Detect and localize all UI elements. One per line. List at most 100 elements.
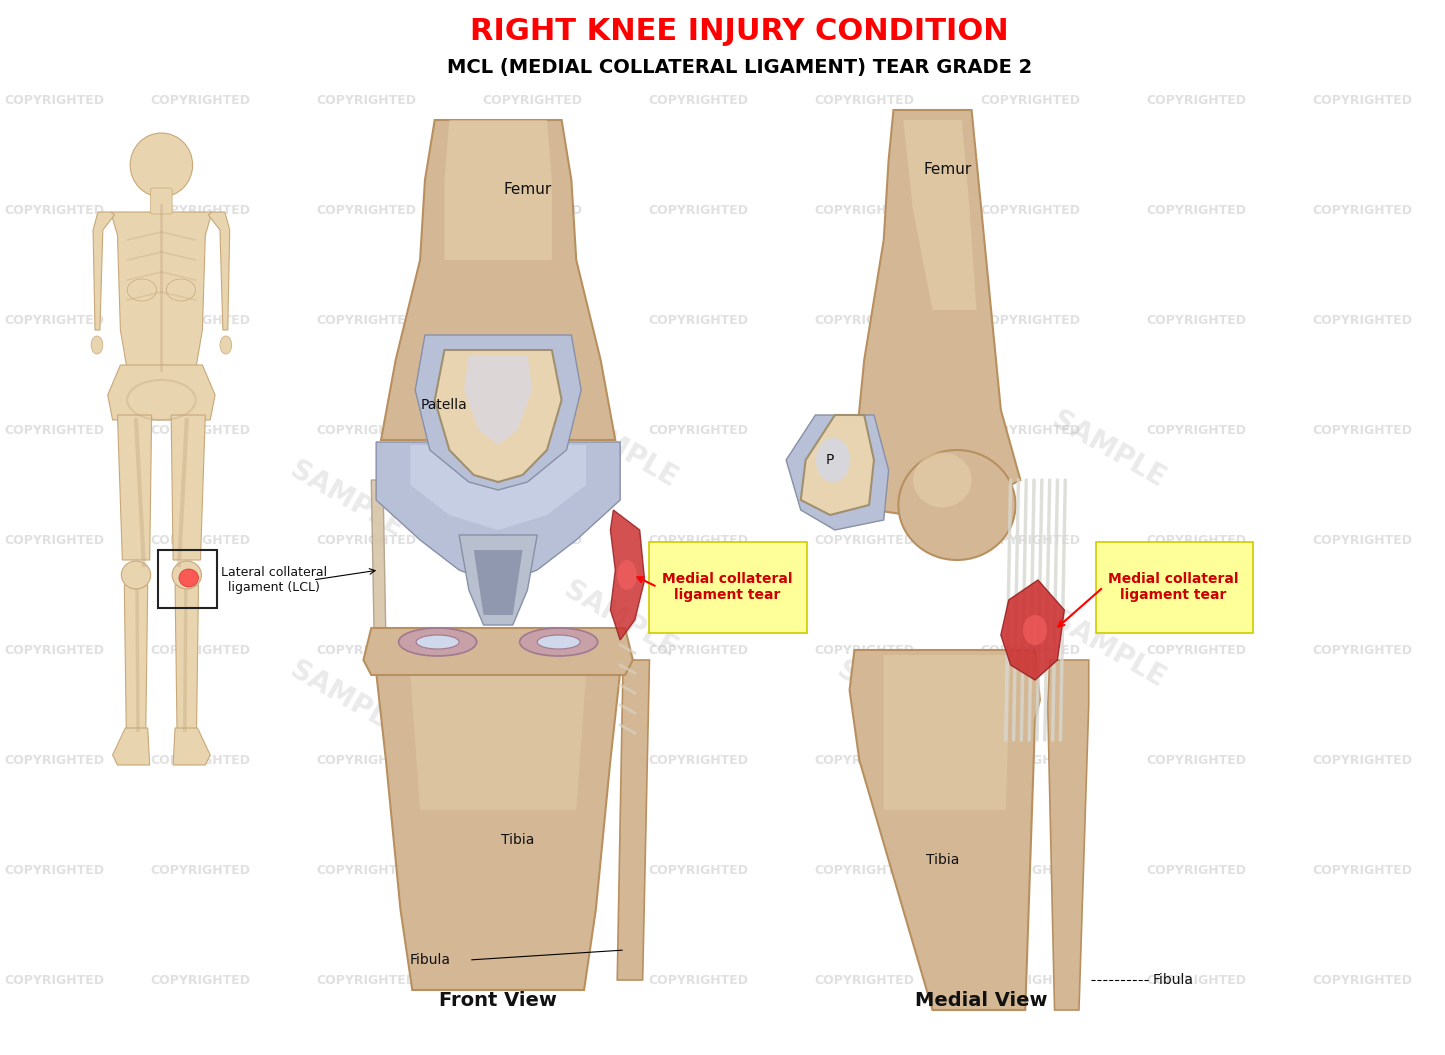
Text: Femur: Femur (923, 162, 971, 177)
Ellipse shape (121, 561, 150, 589)
Ellipse shape (899, 450, 1016, 560)
Text: COPYRIGHTED: COPYRIGHTED (4, 974, 104, 986)
Text: COPYRIGHTED: COPYRIGHTED (980, 644, 1081, 656)
Text: COPYRIGHTED: COPYRIGHTED (649, 644, 749, 656)
Ellipse shape (91, 335, 103, 354)
Text: COPYRIGHTED: COPYRIGHTED (980, 974, 1081, 986)
Polygon shape (108, 365, 215, 420)
Polygon shape (474, 550, 523, 615)
Text: SAMPLE: SAMPLE (1046, 607, 1170, 693)
Text: COPYRIGHTED: COPYRIGHTED (814, 423, 915, 437)
Text: COPYRIGHTED: COPYRIGHTED (649, 423, 749, 437)
Polygon shape (464, 354, 532, 445)
Text: COPYRIGHTED: COPYRIGHTED (150, 644, 250, 656)
Text: Patella: Patella (420, 398, 468, 413)
Polygon shape (113, 728, 150, 765)
Text: COPYRIGHTED: COPYRIGHTED (316, 204, 416, 216)
Text: COPYRIGHTED: COPYRIGHTED (4, 423, 104, 437)
Text: COPYRIGHTED: COPYRIGHTED (1312, 534, 1412, 546)
Polygon shape (376, 442, 620, 586)
Text: COPYRIGHTED: COPYRIGHTED (1312, 863, 1412, 877)
Text: COPYRIGHTED: COPYRIGHTED (980, 863, 1081, 877)
Text: COPYRIGHTED: COPYRIGHTED (1312, 753, 1412, 767)
Text: COPYRIGHTED: COPYRIGHTED (649, 204, 749, 216)
Polygon shape (435, 350, 562, 482)
Polygon shape (786, 415, 889, 530)
FancyBboxPatch shape (1095, 542, 1253, 633)
Text: COPYRIGHTED: COPYRIGHTED (1146, 204, 1246, 216)
Text: COPYRIGHTED: COPYRIGHTED (649, 534, 749, 546)
Text: COPYRIGHTED: COPYRIGHTED (649, 974, 749, 986)
Ellipse shape (1023, 615, 1048, 645)
Ellipse shape (220, 335, 231, 354)
Polygon shape (376, 672, 620, 990)
Polygon shape (445, 120, 552, 260)
Text: COPYRIGHTED: COPYRIGHTED (1146, 974, 1246, 986)
Text: COPYRIGHTED: COPYRIGHTED (1312, 423, 1412, 437)
Polygon shape (171, 415, 205, 560)
Polygon shape (610, 510, 644, 640)
Text: COPYRIGHTED: COPYRIGHTED (1146, 423, 1246, 437)
Text: COPYRIGHTED: COPYRIGHTED (814, 974, 915, 986)
Text: COPYRIGHTED: COPYRIGHTED (649, 94, 749, 107)
Text: COPYRIGHTED: COPYRIGHTED (649, 753, 749, 767)
Text: COPYRIGHTED: COPYRIGHTED (483, 204, 582, 216)
Text: COPYRIGHTED: COPYRIGHTED (814, 534, 915, 546)
Text: COPYRIGHTED: COPYRIGHTED (1146, 753, 1246, 767)
Text: COPYRIGHTED: COPYRIGHTED (4, 863, 104, 877)
Ellipse shape (520, 628, 598, 656)
Text: COPYRIGHTED: COPYRIGHTED (1146, 94, 1246, 107)
Text: COPYRIGHTED: COPYRIGHTED (980, 534, 1081, 546)
Text: COPYRIGHTED: COPYRIGHTED (980, 204, 1081, 216)
Text: COPYRIGHTED: COPYRIGHTED (483, 94, 582, 107)
Text: COPYRIGHTED: COPYRIGHTED (1146, 313, 1246, 326)
Text: COPYRIGHTED: COPYRIGHTED (4, 644, 104, 656)
Text: COPYRIGHTED: COPYRIGHTED (316, 974, 416, 986)
Text: Tibia: Tibia (926, 853, 959, 867)
Ellipse shape (399, 628, 477, 656)
Text: COPYRIGHTED: COPYRIGHTED (1146, 863, 1246, 877)
Text: COPYRIGHTED: COPYRIGHTED (649, 313, 749, 326)
Polygon shape (92, 212, 114, 330)
Polygon shape (1001, 580, 1065, 680)
FancyBboxPatch shape (150, 188, 172, 214)
Text: COPYRIGHTED: COPYRIGHTED (1146, 534, 1246, 546)
Text: COPYRIGHTED: COPYRIGHTED (483, 974, 582, 986)
Text: SAMPLE: SAMPLE (285, 457, 409, 543)
Bar (159, 550, 217, 608)
Text: SAMPLE: SAMPLE (559, 576, 682, 664)
Ellipse shape (172, 561, 201, 589)
Text: COPYRIGHTED: COPYRIGHTED (316, 313, 416, 326)
Text: COPYRIGHTED: COPYRIGHTED (483, 644, 582, 656)
Text: COPYRIGHTED: COPYRIGHTED (483, 534, 582, 546)
Polygon shape (854, 110, 1020, 520)
Text: COPYRIGHTED: COPYRIGHTED (316, 863, 416, 877)
Text: COPYRIGHTED: COPYRIGHTED (1312, 204, 1412, 216)
Text: COPYRIGHTED: COPYRIGHTED (316, 423, 416, 437)
Text: COPYRIGHTED: COPYRIGHTED (1312, 644, 1412, 656)
Polygon shape (460, 535, 538, 625)
Text: COPYRIGHTED: COPYRIGHTED (483, 313, 582, 326)
Text: Front View: Front View (439, 991, 558, 1010)
Polygon shape (903, 120, 977, 310)
Text: COPYRIGHTED: COPYRIGHTED (1146, 644, 1246, 656)
Text: COPYRIGHTED: COPYRIGHTED (483, 753, 582, 767)
Polygon shape (117, 415, 152, 560)
Ellipse shape (617, 560, 637, 590)
Text: COPYRIGHTED: COPYRIGHTED (980, 423, 1081, 437)
Ellipse shape (179, 569, 198, 587)
Text: COPYRIGHTED: COPYRIGHTED (814, 644, 915, 656)
Ellipse shape (816, 438, 850, 482)
Text: COPYRIGHTED: COPYRIGHTED (814, 753, 915, 767)
Text: MCL (MEDIAL COLLATERAL LIGAMENT) TEAR GRADE 2: MCL (MEDIAL COLLATERAL LIGAMENT) TEAR GR… (447, 58, 1032, 77)
Text: SAMPLE: SAMPLE (559, 406, 682, 494)
Polygon shape (173, 728, 210, 765)
Text: COPYRIGHTED: COPYRIGHTED (4, 313, 104, 326)
Text: COPYRIGHTED: COPYRIGHTED (150, 313, 250, 326)
Ellipse shape (127, 279, 156, 301)
Polygon shape (175, 586, 198, 730)
Text: COPYRIGHTED: COPYRIGHTED (483, 863, 582, 877)
FancyBboxPatch shape (649, 542, 806, 633)
Text: COPYRIGHTED: COPYRIGHTED (150, 974, 250, 986)
Polygon shape (617, 660, 649, 980)
